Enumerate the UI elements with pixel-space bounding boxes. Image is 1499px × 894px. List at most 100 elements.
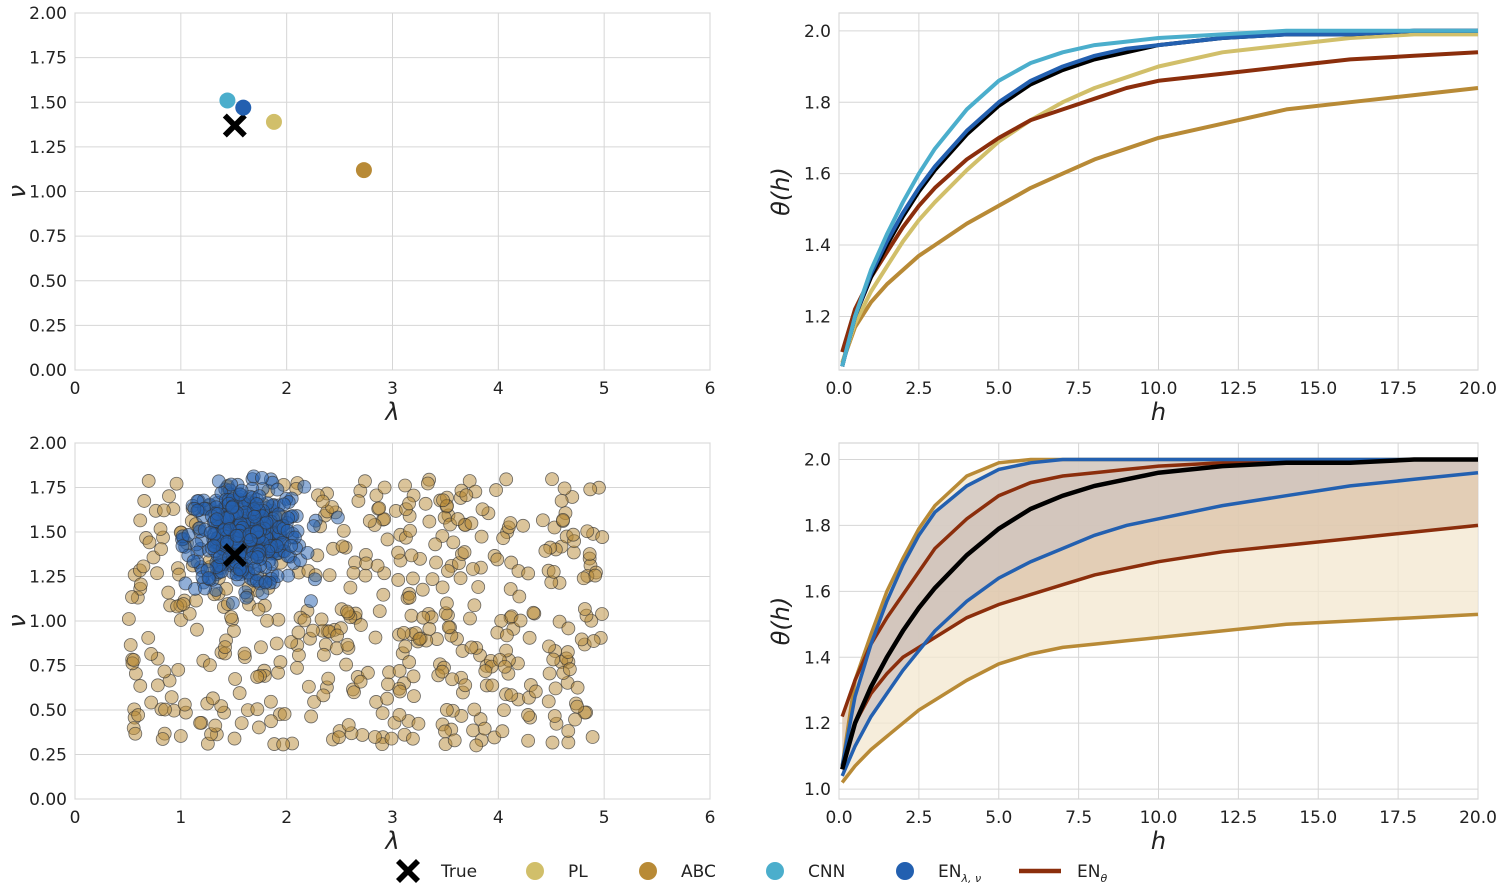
x-tick-label: 2 [281,808,292,828]
sample-point [450,512,465,526]
y-tick-label: 2.00 [29,434,67,454]
sample-point [406,571,420,586]
sample-point [297,613,312,628]
sample-point [175,539,190,554]
sample-point [503,516,518,530]
x-tick-label: 1 [175,379,186,399]
sample-point [169,476,184,491]
x-tick-label: 2 [281,379,292,399]
sample-point [545,735,560,750]
sample-point [281,511,296,525]
sample-point [239,590,254,605]
sample-point [207,539,221,553]
sample-point [446,535,461,550]
sample-point [254,640,268,655]
sample-point [247,561,262,576]
sample-point [330,628,345,643]
sample-point [150,566,164,581]
sample-point [131,708,146,722]
sample-point [422,621,437,636]
sample-point [153,522,168,536]
estimate-point [355,162,372,179]
sample-point [398,478,412,493]
sample-point [538,544,553,558]
sample-point [173,729,188,743]
sample-point [392,663,407,678]
sample-point [125,590,139,604]
sample-point [250,670,265,684]
sample-point [582,547,597,561]
sample-point [218,640,232,655]
sample-point [546,564,561,579]
band-fill [842,459,1478,776]
legend-label-main: PL [568,862,588,882]
sample-point [425,572,440,587]
panel-top-left-scatter: 0 1 2 3 4 5 6 0.00 0.25 0.50 0.75 1.00 1.25 1.50 1.75 2… [3,4,715,426]
sample-point [336,523,351,538]
y-tick-label: 1.25 [29,138,67,158]
sample-point [441,620,456,635]
sample-point [203,658,217,673]
sample-point [404,608,419,623]
sample-point [420,476,435,491]
sample-point [438,724,452,739]
sample-point [557,481,572,496]
x-axis-label: h [1151,827,1166,855]
sample-point [541,694,556,709]
sample-point [361,665,375,680]
sample-point [358,474,372,489]
sample-point [440,596,454,611]
sample-point [521,733,536,748]
sample-point [566,527,581,542]
legend-label-main: CNN [808,862,845,882]
sample-point [162,489,176,504]
sample-point [304,594,318,609]
sample-point [362,514,377,528]
sample-point [339,657,354,672]
x-tick-label: 0 [70,808,81,828]
x-tick-label: 5 [599,379,610,399]
sample-point [402,590,417,605]
sample-point [136,559,151,574]
sample-point [418,496,433,511]
sample-point [141,474,156,488]
sample-point [232,686,247,700]
sample-point [391,545,405,560]
legend-label-main: True [440,862,477,882]
sample-point [453,571,468,586]
sample-point [556,513,570,527]
sample-point [335,539,350,554]
sample-point [252,720,266,735]
y-tick-label: 1.00 [29,612,67,632]
sample-point [384,731,399,746]
sample-point [301,679,316,694]
sample-point [562,662,577,677]
sample-point [227,731,242,746]
sample-point [542,666,557,681]
sample-point [142,535,157,550]
sample-point [290,660,304,675]
x-tick-label: 17.5 [1379,808,1417,828]
sample-point [368,730,382,744]
sample-point [284,635,299,649]
sample-point [321,671,336,686]
sample-point [144,695,159,710]
legend-label: ENλ, ν [938,862,981,885]
sample-point [459,488,474,503]
sample-point [227,624,241,638]
sample-point [458,678,473,693]
y-tick-label: 1.2 [804,714,831,734]
sample-point [126,653,141,667]
sample-point [351,494,366,508]
sample-point [436,493,450,508]
y-tick-label: 1.4 [804,236,831,256]
x-axis-label: λ [383,398,399,426]
sample-point [171,663,186,677]
sample-point [392,707,407,722]
sample-point [263,694,278,709]
sample-point [260,613,274,628]
legend-label: ENθ [1077,862,1107,885]
x-tick-label: 20.0 [1459,379,1497,399]
y-tick-label: 1.25 [29,568,67,588]
